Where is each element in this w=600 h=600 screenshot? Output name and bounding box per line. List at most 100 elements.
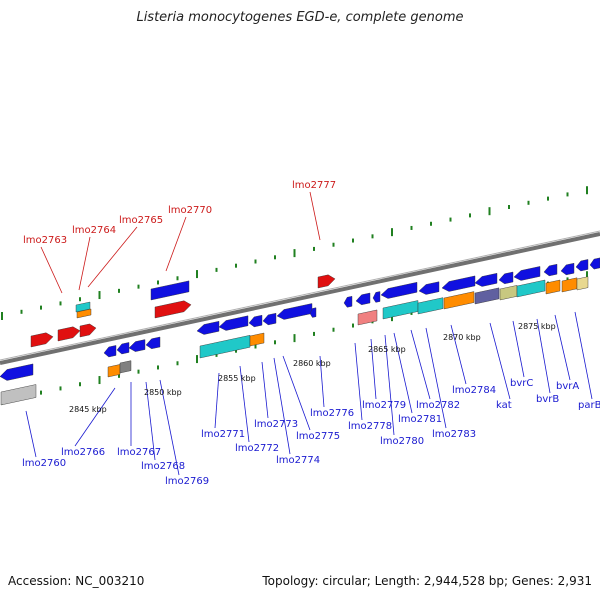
- feature-track: [0, 257, 600, 406]
- leader-line-blue: [319, 355, 325, 408]
- leader-line-blue: [239, 365, 250, 443]
- gene-bvrC-body: [543, 263, 558, 277]
- gene-lmo2779-body: [355, 292, 371, 306]
- gene-orange-right2-body: [545, 279, 561, 295]
- gene-lmo2781: [418, 281, 440, 295]
- gene-label-blue: parB: [578, 400, 600, 411]
- gene-lmo2763: [30, 332, 54, 348]
- gene-lmo2767: [116, 342, 130, 355]
- gene-label-blue: lmo2780: [380, 436, 424, 447]
- gene-lmo2771-body: [196, 321, 220, 335]
- leader-line-blue: [273, 357, 291, 455]
- kbp-label: 2850 kbp: [144, 388, 182, 397]
- gene-label-red: lmo2764: [72, 225, 116, 236]
- gene-lmo2776: [309, 307, 317, 318]
- gene-label-blue: lmo2773: [254, 419, 298, 430]
- gene-bvrB: [560, 262, 575, 276]
- kbp-label: 2855 kbp: [218, 374, 256, 383]
- gene-khaki: [499, 285, 518, 301]
- gene-label-blue: bvrB: [536, 394, 559, 405]
- gene-kat-body: [513, 266, 541, 281]
- leader-line-red: [165, 216, 187, 272]
- gene-label-blue: lmo2768: [141, 461, 185, 472]
- leader-line-red: [40, 246, 63, 294]
- gene-lmo2778-body: [343, 296, 353, 308]
- gene-label-blue: bvrC: [510, 378, 533, 389]
- gene-lmo2779: [355, 292, 371, 306]
- gene-bvrC: [543, 263, 558, 277]
- gene-lmo2766-body: [103, 345, 117, 358]
- gene-lmo2772: [218, 315, 249, 331]
- gene-label-blue: lmo2771: [201, 429, 245, 440]
- gene-teal-right2: [417, 297, 444, 315]
- gene-label-blue: lmo2760: [22, 458, 66, 469]
- gene-orange-mid-body: [249, 332, 265, 347]
- gene-orange-mid: [249, 332, 265, 347]
- gene-label-blue: lmo2767: [117, 447, 161, 458]
- leader-line-blue: [512, 320, 525, 378]
- gene-lmo2784: [498, 271, 514, 285]
- gene-lmo2769: [145, 336, 161, 350]
- gene-kat: [513, 266, 541, 281]
- gene-lmo2760-body: [0, 363, 34, 381]
- leader-line-blue: [354, 342, 363, 421]
- gene-teal-right2-body: [417, 297, 444, 315]
- gene-lmo2777: [317, 274, 336, 289]
- gene-lmo2764-body: [57, 326, 81, 342]
- leader-line-blue: [574, 311, 593, 400]
- gene-teal-right3-body: [516, 279, 546, 298]
- gene-label-blue: lmo2776: [310, 408, 354, 419]
- gene-teal-right1-body: [382, 300, 419, 320]
- gene-parB: [589, 257, 600, 270]
- gene-lmo2760-grey-body: [0, 384, 37, 406]
- leader-line-red: [87, 226, 138, 288]
- gene-lmo2781-body: [418, 281, 440, 295]
- gene-lmo2780-body: [380, 282, 418, 299]
- gene-lmo2765: [79, 323, 97, 338]
- leader-line-blue: [145, 381, 156, 461]
- gene-lmo2778: [343, 296, 353, 308]
- gene-lmo2780: [380, 282, 418, 299]
- gene-lmo2770-body: [154, 300, 192, 319]
- gene-label-blue: lmo2781: [398, 414, 442, 425]
- gene-parB-body: [589, 257, 600, 270]
- leader-line-blue: [450, 324, 467, 385]
- gene-label-blue: lmo2778: [348, 421, 392, 432]
- leader-line-blue: [410, 329, 431, 400]
- gene-lmo2777-body: [317, 274, 336, 289]
- gene-label-blue: lmo2783: [432, 429, 476, 440]
- gene-pink-body: [357, 309, 378, 326]
- leader-line-blue: [425, 327, 447, 429]
- leader-line-red: [78, 236, 91, 291]
- gene-lmo2782-body: [441, 275, 476, 292]
- leader-line-blue: [214, 372, 220, 429]
- leader-line-blue: [159, 379, 180, 476]
- gene-label-blue: lmo2775: [296, 431, 340, 442]
- gene-grey-lower: [119, 360, 132, 374]
- gene-teal-right3: [516, 279, 546, 298]
- gene-label-blue: lmo2782: [416, 400, 460, 411]
- gene-lmo2783-body: [474, 273, 498, 287]
- gene-label-red: lmo2765: [119, 215, 163, 226]
- gene-lmo2771: [196, 321, 220, 335]
- kbp-label: 2875 kbp: [518, 322, 556, 331]
- map-title: Listeria monocytogenes EGD-e, complete g…: [136, 10, 464, 25]
- backbone-highlight: [0, 230, 600, 361]
- leader-line-blue: [74, 387, 116, 447]
- gene-teal-lower: [199, 335, 251, 359]
- gene-lmo2779b: [372, 291, 381, 303]
- gene-orange-right2: [545, 279, 561, 295]
- kbp-label: 2870 kbp: [443, 333, 481, 342]
- gene-lmo2784-body: [498, 271, 514, 285]
- gene-tan: [576, 276, 589, 291]
- gene-label-blue: lmo2779: [362, 400, 406, 411]
- gene-lmo2770: [154, 300, 192, 319]
- gene-label-blue: lmo2784: [452, 385, 496, 396]
- accession-text: Accession: NC_003210: [8, 574, 145, 588]
- leader-line-blue: [554, 314, 571, 381]
- kbp-labels: 2845 kbp 2850 kbp 2855 kbp 2860 kbp 2865 kbp…: [69, 322, 556, 414]
- gene-lmo2773b-body: [262, 312, 277, 326]
- gene-label-blue: kat: [496, 400, 512, 411]
